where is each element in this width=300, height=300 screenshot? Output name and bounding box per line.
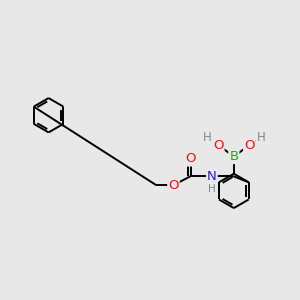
Text: O: O [244,139,255,152]
Text: N: N [207,170,217,183]
Text: H: H [208,184,216,194]
Text: O: O [213,139,224,152]
Text: O: O [168,179,179,192]
Text: H: H [256,131,265,144]
Text: H: H [202,131,211,144]
Text: O: O [185,152,196,166]
Text: B: B [229,150,239,163]
